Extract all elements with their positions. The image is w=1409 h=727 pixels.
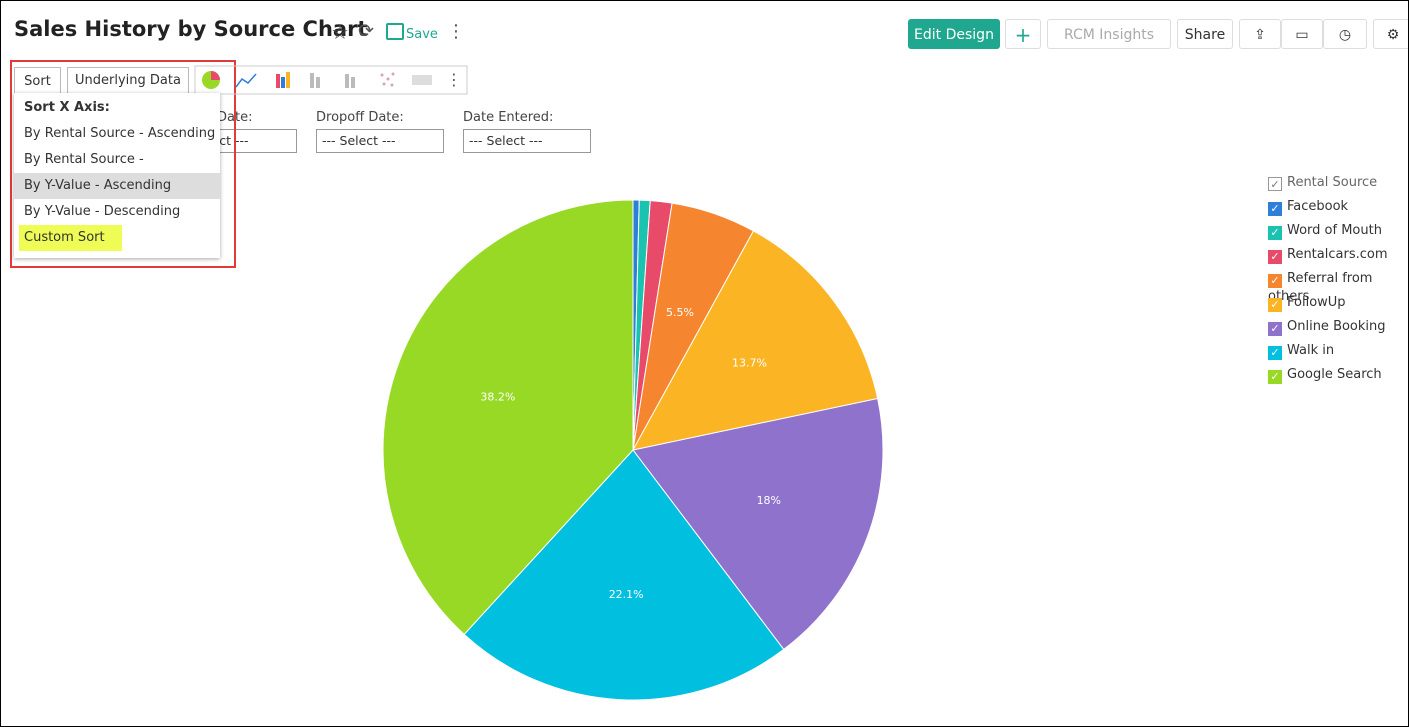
menu-option[interactable]: By Y-Value - Descending xyxy=(24,204,181,219)
scatter-icon[interactable] xyxy=(380,72,395,87)
toolbar-more[interactable]: ⋮ xyxy=(446,70,462,89)
legend-item[interactable]: ✓ Walk in xyxy=(1268,342,1334,360)
settings-button[interactable]: ⚙ xyxy=(1373,19,1408,49)
refresh-icon[interactable]: ⟳ xyxy=(358,20,374,42)
legend-item[interactable]: ✓ Referral from others xyxy=(1268,270,1408,304)
more-icon[interactable]: ⋮ xyxy=(447,21,465,42)
legend-swatch: ✓ xyxy=(1268,298,1282,312)
menu-option[interactable]: By Y-Value - Ascending xyxy=(14,173,220,199)
highlight-box xyxy=(10,60,236,268)
slice-label: 5.5% xyxy=(666,306,694,319)
legend-swatch: ✓ xyxy=(1268,202,1282,216)
menu-option[interactable]: Custom Sort xyxy=(19,225,122,251)
line-icon[interactable] xyxy=(235,73,257,88)
legend-label: Word of Mouth xyxy=(1287,223,1382,238)
legend-label: Google Search xyxy=(1287,367,1382,382)
filter-select[interactable]: --- Select --- xyxy=(316,129,444,153)
pie-slice[interactable] xyxy=(382,199,634,636)
comment-button[interactable]: ▭ xyxy=(1281,19,1323,49)
pie-chart: 5.5% 13.7% 18% 22.1% 38.2% xyxy=(382,199,884,701)
pie-slice[interactable] xyxy=(632,397,884,651)
toolbar-border xyxy=(194,65,468,95)
sort-menu: Sort X Axis: By Rental Source - Ascendin… xyxy=(14,93,220,258)
legend-item[interactable]: ✓ Facebook xyxy=(1268,198,1348,216)
report-title: Sales History by Source Chart xyxy=(14,17,368,41)
legend-label: FollowUp xyxy=(1287,295,1346,310)
slice-label: 13.7% xyxy=(732,357,767,370)
legend-label: Facebook xyxy=(1287,199,1349,214)
map-icon[interactable] xyxy=(412,75,432,85)
pie-slice[interactable] xyxy=(632,230,879,451)
alarm-button[interactable]: ◷ xyxy=(1323,19,1367,49)
bar-icon[interactable] xyxy=(276,72,290,88)
legend-swatch: ✓ xyxy=(1268,370,1282,384)
filter-label: Date Entered: xyxy=(463,110,554,125)
legend-swatch: ✓ xyxy=(1268,274,1282,288)
legend-label: Walk in xyxy=(1287,343,1335,358)
legend-label: Rentalcars.com xyxy=(1287,247,1388,262)
legend-item[interactable]: ✓ Online Booking xyxy=(1268,318,1386,336)
menu-heading: Sort X Axis: xyxy=(24,100,110,115)
slice-label: 38.2% xyxy=(480,390,515,403)
legend-item[interactable]: ✓ Rentalcars.com xyxy=(1268,246,1388,264)
insights-button[interactable]: RCM Insights xyxy=(1047,19,1171,49)
legend-label: Online Booking xyxy=(1287,319,1386,334)
edit-design-button[interactable]: Edit Design xyxy=(908,19,1000,49)
chart-type-toolbar: ⋮ xyxy=(194,65,468,95)
legend-title: ✓ Rental Source xyxy=(1268,174,1377,192)
pie-slice[interactable] xyxy=(463,449,785,701)
legend-item[interactable]: ✓ Word of Mouth xyxy=(1268,222,1382,240)
sort-tab[interactable]: Sort xyxy=(14,67,61,94)
legend-item[interactable]: ✓ FollowUp xyxy=(1268,294,1346,312)
legend-swatch: ✓ xyxy=(1268,346,1282,360)
export-button[interactable]: ⇪ xyxy=(1239,19,1281,49)
slice-label: 18% xyxy=(757,494,781,507)
save-icon xyxy=(386,23,404,40)
filter-select[interactable]: --- Select --- xyxy=(463,129,591,153)
filter-label: Dropoff Date: xyxy=(316,110,404,125)
slice-label: 22.1% xyxy=(609,588,644,601)
legend-item[interactable]: ✓ Google Search xyxy=(1268,366,1382,384)
save-button[interactable]: Save xyxy=(406,27,438,42)
share-button[interactable]: Share xyxy=(1177,19,1233,49)
favorite-icon[interactable]: ☆ xyxy=(331,20,349,44)
legend-swatch: ✓ xyxy=(1268,322,1282,336)
menu-option[interactable]: By Rental Source - Ascending xyxy=(24,126,216,141)
legend-swatch: ✓ xyxy=(1268,226,1282,240)
stack-icon[interactable] xyxy=(310,73,320,88)
legend-title-text: Rental Source xyxy=(1287,175,1378,190)
legend-swatch: ✓ xyxy=(1268,250,1282,264)
pie-icon-part xyxy=(211,71,220,80)
add-button[interactable]: + xyxy=(1005,19,1041,49)
hbar-icon[interactable] xyxy=(345,74,355,88)
